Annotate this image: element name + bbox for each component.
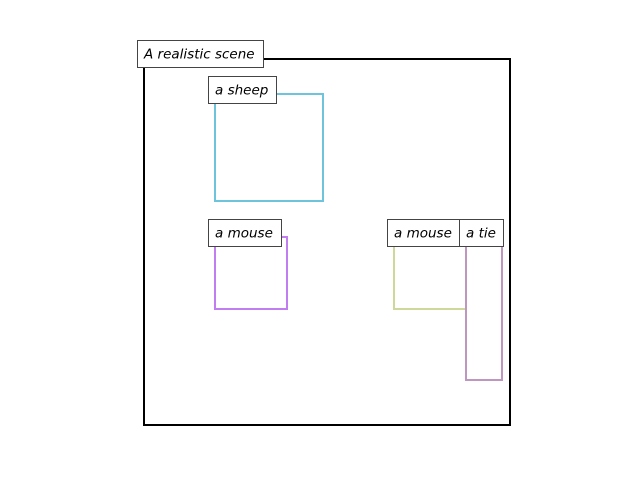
mouse-box — [393, 236, 467, 310]
mouse-label: a mouse — [208, 219, 282, 247]
tie-label-text: a tie — [466, 226, 496, 242]
mouse-label-text: a mouse — [215, 226, 273, 242]
sheep-box — [214, 93, 324, 202]
scene-title-label: A realistic scene — [137, 40, 264, 68]
mouse-label: a mouse — [387, 219, 461, 247]
mouse-label-text: a mouse — [394, 226, 452, 242]
tie-box — [465, 236, 503, 381]
mouse-box — [214, 236, 288, 310]
tie-label: a tie — [459, 219, 504, 247]
sheep-label: a sheep — [208, 76, 277, 104]
scene-frame — [143, 58, 511, 426]
sheep-label-text: a sheep — [215, 83, 268, 99]
scene-title: A realistic scene — [143, 47, 255, 63]
